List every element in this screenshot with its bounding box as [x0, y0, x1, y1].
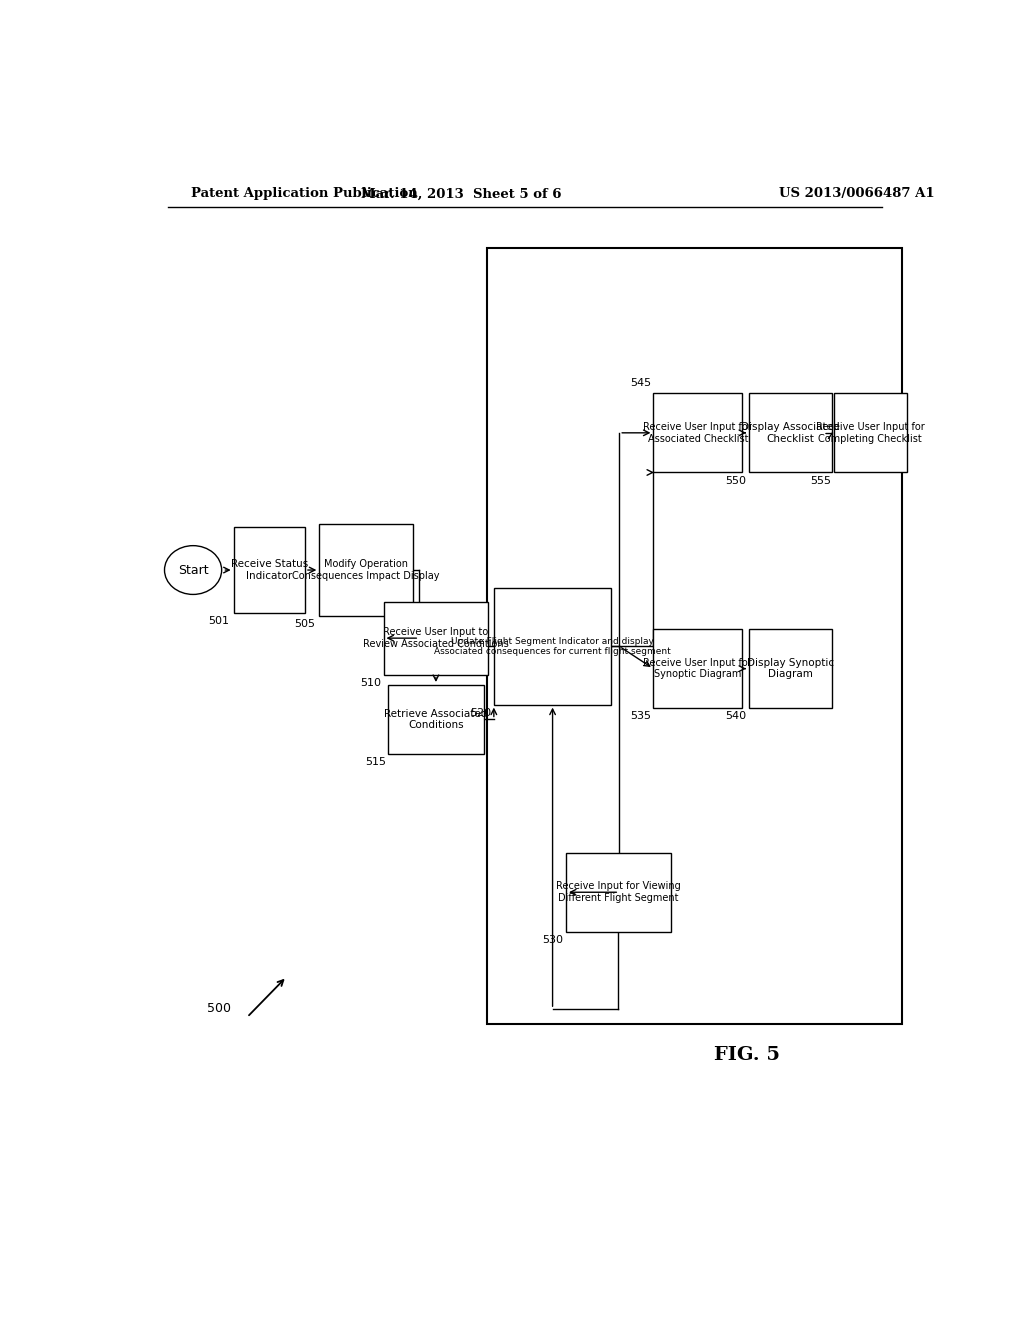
- Text: 510: 510: [360, 677, 381, 688]
- Text: Receive User Input to
Review Associated Conditions: Receive User Input to Review Associated …: [364, 627, 509, 649]
- Text: Receive Status
Indicator: Receive Status Indicator: [230, 560, 308, 581]
- Text: Display Synoptic
Diagram: Display Synoptic Diagram: [748, 657, 835, 680]
- FancyBboxPatch shape: [486, 248, 902, 1024]
- FancyBboxPatch shape: [566, 853, 671, 932]
- Text: Receive User Input for
Completing Checklist: Receive User Input for Completing Checkl…: [816, 422, 925, 444]
- Text: 530: 530: [543, 935, 563, 945]
- FancyBboxPatch shape: [749, 630, 833, 709]
- Text: 515: 515: [365, 758, 386, 767]
- Text: 550: 550: [726, 475, 746, 486]
- FancyBboxPatch shape: [653, 630, 742, 709]
- Text: Receive Input for Viewing
Different Flight Segment: Receive Input for Viewing Different Flig…: [556, 882, 681, 903]
- Text: 555: 555: [810, 475, 831, 486]
- Text: FIG. 5: FIG. 5: [714, 1045, 780, 1064]
- Text: Modify Operation
Consequences Impact Display: Modify Operation Consequences Impact Dis…: [292, 560, 440, 581]
- Text: Receive User Input for
Associated Checklist: Receive User Input for Associated Checkl…: [643, 422, 753, 444]
- FancyBboxPatch shape: [494, 587, 611, 705]
- Text: Display Associated
Checklist: Display Associated Checklist: [741, 422, 840, 444]
- Text: Receive User Input for
Synoptic Diagram: Receive User Input for Synoptic Diagram: [643, 657, 753, 680]
- Text: Mar. 14, 2013  Sheet 5 of 6: Mar. 14, 2013 Sheet 5 of 6: [361, 187, 561, 201]
- Text: Retrieve Associated
Conditions: Retrieve Associated Conditions: [384, 709, 487, 730]
- FancyBboxPatch shape: [749, 393, 833, 473]
- Text: 540: 540: [725, 711, 746, 721]
- Text: Update Flight Segment Indicator and display
Associated consequences for current : Update Flight Segment Indicator and disp…: [434, 636, 671, 656]
- Text: Patent Application Publication: Patent Application Publication: [191, 187, 418, 201]
- Text: US 2013/0066487 A1: US 2013/0066487 A1: [778, 187, 934, 201]
- Text: 545: 545: [630, 378, 651, 388]
- FancyBboxPatch shape: [233, 527, 305, 614]
- Text: 505: 505: [294, 619, 315, 628]
- Text: Start: Start: [178, 564, 209, 577]
- Text: 535: 535: [630, 711, 651, 721]
- Text: 520: 520: [470, 708, 492, 718]
- FancyBboxPatch shape: [319, 524, 413, 616]
- Ellipse shape: [165, 545, 221, 594]
- Text: 500: 500: [207, 1002, 231, 1015]
- FancyBboxPatch shape: [834, 393, 906, 473]
- FancyBboxPatch shape: [384, 602, 488, 675]
- FancyBboxPatch shape: [388, 685, 483, 754]
- FancyBboxPatch shape: [653, 393, 742, 473]
- Text: 501: 501: [209, 616, 229, 626]
